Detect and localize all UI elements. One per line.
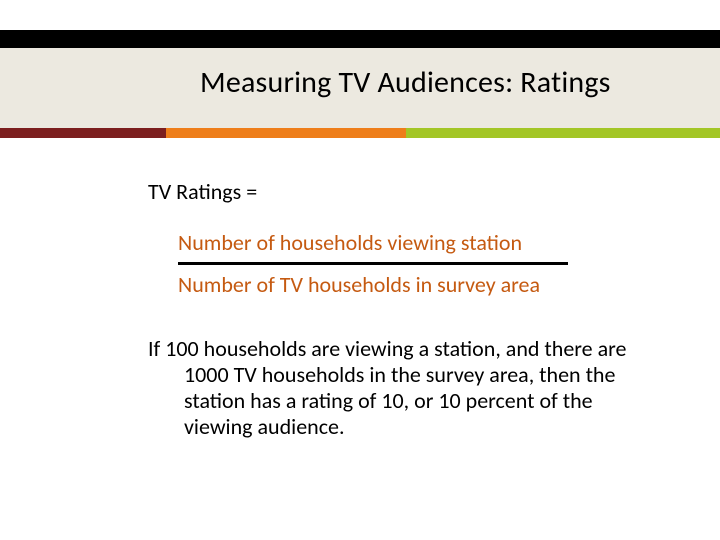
explanation-text: If 100 households are viewing a station,…: [148, 336, 628, 440]
slide: Measuring TV Audiences: Ratings TV Ratin…: [0, 0, 720, 540]
accent-stripe-3: [406, 128, 720, 138]
formula-denominator: Number of TV households in survey area: [178, 271, 628, 298]
top-black-bar: [0, 30, 720, 48]
accent-stripe-2: [166, 128, 406, 138]
ratings-label: TV Ratings =: [148, 178, 628, 205]
formula-numerator: Number of households viewing station: [178, 229, 628, 259]
fraction-line: [178, 262, 568, 265]
ratings-formula: Number of households viewing station Num…: [178, 229, 628, 298]
slide-title: Measuring TV Audiences: Ratings: [200, 64, 611, 101]
accent-stripe-1: [0, 128, 166, 138]
slide-body: TV Ratings = Number of households viewin…: [148, 178, 628, 440]
explanation-content: If 100 households are viewing a station,…: [148, 336, 628, 440]
